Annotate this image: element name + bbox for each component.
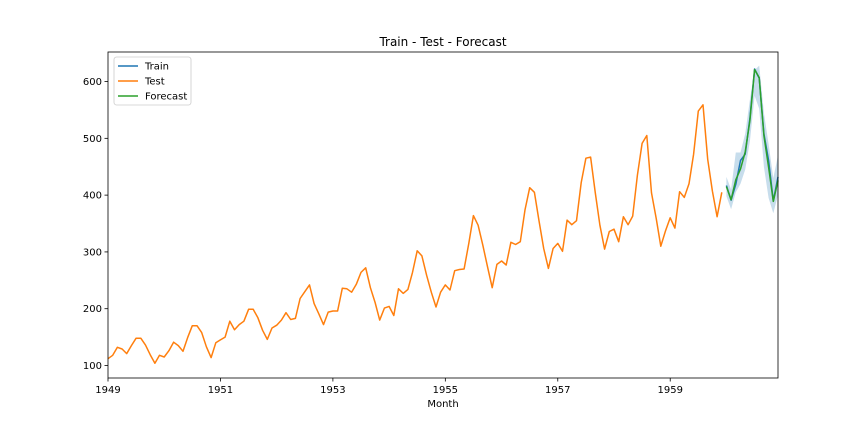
series-layer [107,68,779,364]
x-tick-label: 1957 [545,385,570,396]
x-tick-label: 1953 [320,385,345,396]
y-tick-label: 300 [83,247,102,258]
legend-label-test: Test [144,77,165,88]
plot-frame [107,51,779,379]
chart-title: Train - Test - Forecast [378,35,506,49]
legend-label-train: Train [144,62,169,73]
y-tick-label: 400 [83,191,102,202]
confidence-interval-layer [726,65,778,214]
y-tick-label: 600 [83,77,102,88]
x-axis-label: Month [427,399,458,410]
confidence-band [726,65,778,214]
y-tick-label: 500 [83,134,102,145]
x-tick-label: 1951 [208,385,233,396]
x-tick-label: 1959 [657,385,682,396]
y-tick-label: 200 [83,304,102,315]
x-tick-label: 1949 [95,385,120,396]
y-tick-label: 100 [83,361,102,372]
legend-label-forecast: Forecast [145,92,187,103]
legend: Train Test Forecast [113,56,192,106]
series-line-test [107,104,723,364]
x-tick-label: 1955 [433,385,458,396]
series-line-forecast [725,68,779,203]
legend-box [113,56,192,106]
axes-layer: 1949 1951 1953 1955 1957 1959 100 200 300 400 500 6… [83,51,779,396]
